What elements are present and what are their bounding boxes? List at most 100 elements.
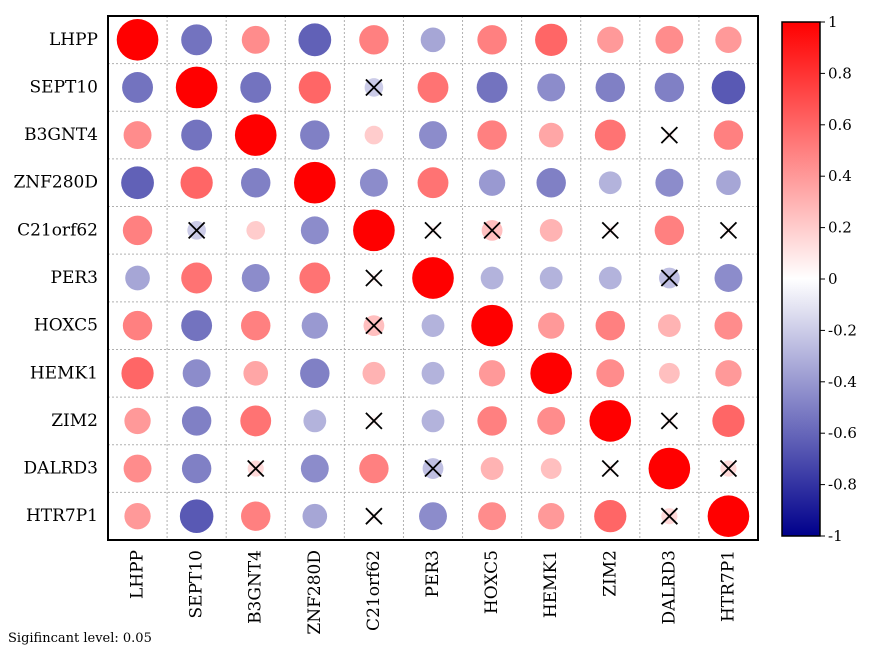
column-label: HEMK1: [541, 550, 561, 618]
column-label: SEPT10: [187, 550, 207, 618]
correlation-circle: [243, 360, 269, 386]
not-significant-cross: [483, 221, 501, 240]
correlation-circle: [241, 264, 270, 292]
correlation-circle: [241, 501, 271, 531]
correlation-circle: [124, 407, 151, 435]
column-label: B3GNT4: [246, 550, 266, 624]
column-label: HTR7P1: [718, 550, 738, 622]
correlation-circle: [121, 357, 154, 390]
correlation-circle: [175, 66, 218, 109]
correlation-circle: [180, 166, 213, 199]
row-label: C21orf62: [17, 220, 98, 240]
row-label: DALRD3: [24, 459, 98, 479]
correlation-circle: [234, 114, 277, 156]
plot-frame: [107, 15, 759, 541]
correlation-circle: [478, 502, 507, 531]
correlation-circle: [421, 361, 445, 385]
correlation-circle: [478, 360, 506, 387]
correlation-circle: [712, 404, 745, 438]
column-label: ZNF280D: [305, 550, 325, 635]
correlation-circle: [300, 120, 330, 150]
correlation-circle: [359, 168, 388, 197]
not-significant-cross: [365, 316, 383, 335]
correlation-circle: [353, 209, 395, 252]
colorbar-tick-label: -1: [828, 527, 843, 545]
correlation-circle: [597, 26, 624, 53]
correlation-circle: [477, 25, 507, 55]
row-label: PER3: [51, 268, 98, 288]
colorbar-tick-label: 0.6: [828, 116, 852, 134]
significance-footnote: Sigifincant level: 0.05: [8, 631, 152, 646]
colorbar-tick-label: -0.6: [828, 424, 857, 442]
correlation-circle: [654, 215, 685, 246]
correlation-circle: [298, 23, 332, 57]
correlation-circle: [713, 120, 744, 150]
correlation-circle: [300, 358, 330, 388]
correlation-circle: [123, 454, 152, 483]
row-label: B3GNT4: [24, 125, 98, 145]
row-label: HTR7P1: [26, 506, 98, 526]
colorbar-tick-label: 0.2: [828, 219, 852, 237]
column-label: LHPP: [128, 550, 148, 599]
correlation-circle: [122, 215, 153, 246]
not-significant-cross: [187, 221, 206, 240]
correlation-circle: [595, 72, 625, 103]
correlation-circle: [477, 120, 507, 150]
row-labels: LHPP SEPT10 B3GNT4 ZNF280D C21orf62 PER3 HOXC5…: [13, 30, 98, 526]
correlation-circle: [537, 73, 566, 102]
correlation-circle: [181, 119, 213, 151]
correlation-circle: [714, 264, 743, 292]
correlation-circle: [419, 121, 447, 150]
not-significant-cross: [424, 221, 442, 240]
correlation-circle: [302, 503, 328, 529]
correlation-circle: [538, 503, 565, 530]
colorbar: [781, 21, 821, 537]
correlation-circle: [241, 168, 271, 198]
correlation-circle: [241, 310, 271, 341]
correlation-circle: [535, 23, 568, 56]
colorbar-tick-label: 0.4: [828, 167, 852, 185]
correlation-circle: [182, 359, 211, 388]
correlation-circle: [657, 314, 681, 338]
not-significant-cross: [719, 221, 738, 240]
not-significant-cross: [365, 412, 383, 430]
correlation-circle: [241, 25, 270, 54]
column-label: DALRD3: [659, 550, 679, 624]
not-significant-cross: [365, 269, 383, 287]
correlation-circle: [181, 262, 213, 294]
correlation-circle: [655, 25, 684, 54]
colorbar-tick-label: 0.8: [828, 64, 852, 82]
correlation-circle: [412, 257, 454, 299]
correlation-circle: [421, 409, 445, 433]
row-label: ZNF280D: [13, 173, 98, 193]
correlation-circle: [707, 495, 750, 537]
correlation-circle: [539, 266, 563, 290]
correlation-circle: [480, 266, 504, 290]
correlation-circle: [477, 406, 507, 436]
correlation-circle: [420, 27, 446, 53]
correlation-circle: [538, 122, 564, 148]
correlation-circle: [536, 168, 566, 198]
correlation-circle: [123, 121, 152, 150]
row-label: SEPT10: [30, 77, 98, 97]
correlation-circle: [181, 453, 212, 484]
not-significant-cross: [719, 459, 738, 478]
correlation-circle: [589, 400, 632, 442]
row-label: HOXC5: [34, 316, 98, 336]
correlation-circle: [480, 457, 504, 480]
colorbar-tick-label: -0.2: [828, 321, 857, 339]
correlation-circle: [538, 312, 565, 339]
not-significant-cross: [660, 126, 679, 144]
column-label: ZIM2: [600, 550, 620, 597]
correlation-circle: [179, 499, 214, 533]
correlation-circle: [303, 409, 327, 433]
not-significant-cross: [660, 507, 679, 525]
column-labels: LHPP SEPT10 B3GNT4 ZNF280D C21orf62 PER3 HOXC5…: [128, 550, 739, 635]
not-significant-cross: [247, 459, 265, 478]
correlation-circle: [598, 171, 622, 195]
correlation-circle: [654, 72, 685, 103]
correlation-circle: [595, 310, 625, 341]
correlation-circle: [421, 314, 445, 338]
correlation-circle: [300, 216, 329, 245]
